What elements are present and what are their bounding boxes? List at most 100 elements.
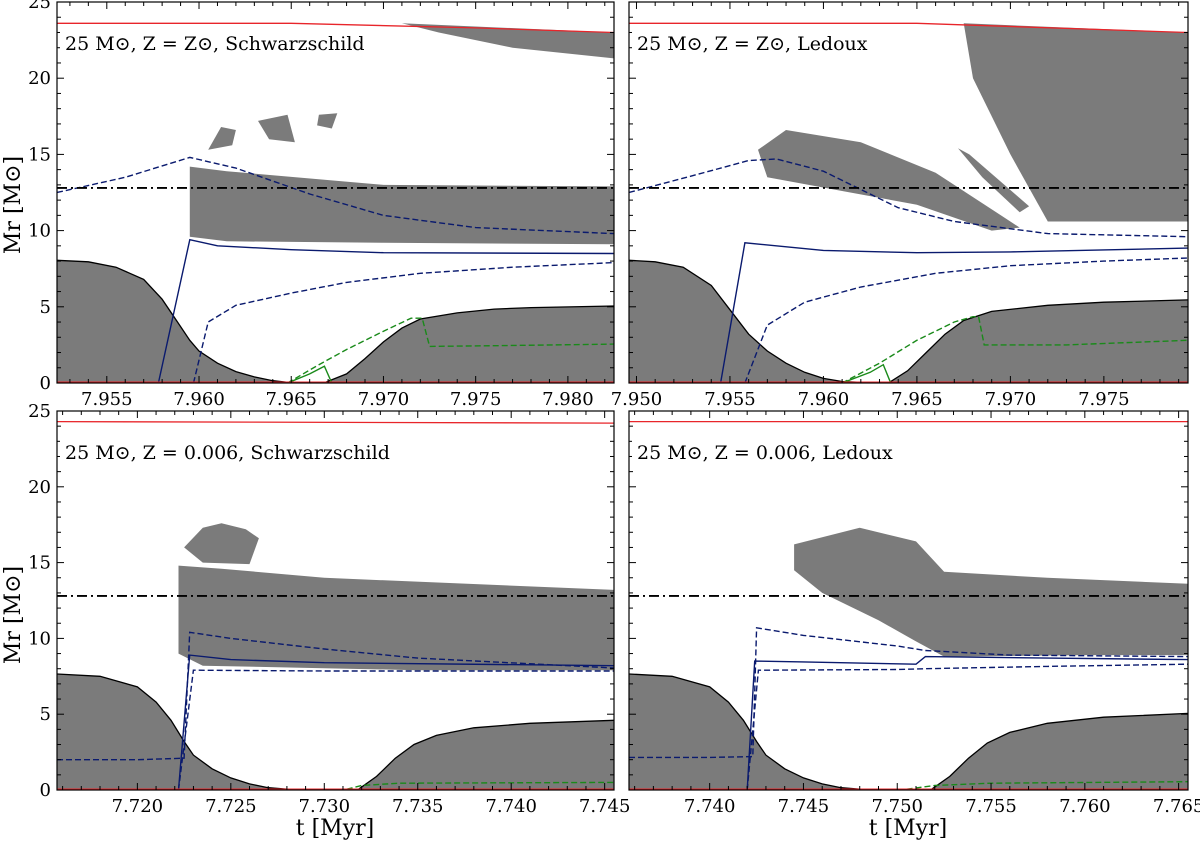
panel-label: 25 M⊙, Z = Z⊙, Ledoux xyxy=(637,33,868,55)
x-tick-label: 7.745 xyxy=(579,796,631,817)
series-line-2 xyxy=(57,156,614,235)
x-tick-label: 7.765 xyxy=(1153,796,1200,817)
panel-3: 0 5 10 15 20 25 7.720 7.725 7.730 7.735 7.740 7.745… xyxy=(28,401,630,817)
core-convective-zone xyxy=(57,260,292,383)
panel-label: 25 M⊙, Z = 0.006, Schwarzschild xyxy=(65,442,390,464)
x-axis-title-left: t [Myr] xyxy=(296,816,374,841)
convective-zone-4 xyxy=(258,114,295,143)
convective-zone-1 xyxy=(178,565,614,671)
x-tick-label: 7.980 xyxy=(542,389,594,410)
panel-1: 0 5 10 15 20 25 7.955 7.960 7.965 7.970 7.975 7.980… xyxy=(28,0,615,410)
y-tick-label: 10 xyxy=(28,628,51,649)
x-tick-label: 7.965 xyxy=(265,389,317,410)
convective-zone-3 xyxy=(208,127,236,150)
x-tick-label: 7.755 xyxy=(965,796,1017,817)
core-boundary-line xyxy=(629,259,871,383)
x-tick-label: 7.970 xyxy=(985,389,1037,410)
plot-area xyxy=(629,22,1188,383)
series-line-4 xyxy=(906,781,1188,790)
series-line-3 xyxy=(192,261,614,383)
convective-zone-2 xyxy=(963,23,1188,222)
plot-area xyxy=(57,420,614,790)
core-boundary-line xyxy=(57,259,292,383)
y-tick-label: 0 xyxy=(40,780,51,801)
y-tick-label: 10 xyxy=(28,221,51,242)
x-tick-label: 7.955 xyxy=(81,389,133,410)
convective-zone-3 xyxy=(958,148,1030,213)
x-tick-label: 7.960 xyxy=(173,389,225,410)
panel-label-background xyxy=(632,30,873,56)
shell-boundary-line xyxy=(324,305,614,383)
x-tick-label: 7.730 xyxy=(299,796,351,817)
y-tick-label: 5 xyxy=(40,704,51,725)
series-line-1 xyxy=(177,654,614,790)
panel-frame xyxy=(56,410,615,791)
x-tick-label: 7.970 xyxy=(358,389,410,410)
convective-zone-1 xyxy=(189,166,614,245)
convective-zone-2 xyxy=(184,523,259,565)
panel-label: 25 M⊙, Z = Z⊙, Schwarzschild xyxy=(65,33,365,55)
panel-4: 7.740 7.745 7.750 7.755 7.760 7.765 25 M⊙, Z =… xyxy=(628,410,1200,817)
y-tick-label: 20 xyxy=(28,68,51,89)
panel-label-background xyxy=(60,30,370,56)
convective-zone-2 xyxy=(401,23,614,59)
convective-zone-1 xyxy=(794,527,1188,657)
y-tick-label: 20 xyxy=(28,477,51,498)
core-convective-zone xyxy=(629,674,879,790)
panel-2: 7.950 7.955 7.960 7.965 7.970 7.975 25 M⊙, Z =… xyxy=(611,1,1189,410)
x-tick-label: 7.740 xyxy=(485,796,537,817)
shell-boundary-line xyxy=(930,712,1188,790)
x-tick-label: 7.760 xyxy=(1059,796,1111,817)
panel-frame xyxy=(56,1,615,384)
x-tick-label: 7.745 xyxy=(778,796,830,817)
y-tick-label: 15 xyxy=(28,144,51,165)
shell-boundary-line xyxy=(357,719,614,790)
series-line-3 xyxy=(744,257,1188,383)
x-tick-label: 7.975 xyxy=(1078,389,1130,410)
panel-frame xyxy=(628,1,1189,384)
series-line-4 xyxy=(841,316,1188,383)
series-line-2 xyxy=(57,631,614,761)
convective-zone-5 xyxy=(317,113,338,129)
shell-convective-zone xyxy=(931,713,1188,790)
shell-convective-zone xyxy=(324,306,614,383)
x-tick-label: 7.750 xyxy=(871,796,923,817)
series-line-1 xyxy=(746,655,1188,790)
x-tick-label: 7.725 xyxy=(205,796,257,817)
panel-label: 25 M⊙, Z = 0.006, Ledoux xyxy=(637,442,893,464)
x-tick-label: 7.955 xyxy=(704,389,756,410)
series-line-4 xyxy=(287,317,614,383)
y-tick-label: 5 xyxy=(40,297,51,318)
panel-label-background xyxy=(60,439,395,465)
core-convective-zone xyxy=(629,260,871,383)
series-line-1 xyxy=(719,242,1188,383)
y-tick-label: 25 xyxy=(28,401,51,422)
panel-frame xyxy=(628,410,1189,791)
surface-line xyxy=(57,22,614,34)
shell-boundary-line xyxy=(888,299,1188,383)
series-line-1 xyxy=(157,238,614,383)
x-tick-label: 7.950 xyxy=(611,389,663,410)
x-tick-label: 7.720 xyxy=(112,796,164,817)
x-tick-label: 7.960 xyxy=(798,389,850,410)
convective-zone-1 xyxy=(758,130,1020,231)
y-axis-title-top: Mr [M⊙] xyxy=(1,156,26,254)
y-tick-label: 25 xyxy=(28,0,51,13)
panel-label-background xyxy=(632,439,898,465)
x-tick-label: 7.965 xyxy=(891,389,943,410)
series-line-3 xyxy=(746,663,1188,790)
shell-convective-zone xyxy=(357,720,614,790)
y-tick-label: 0 xyxy=(40,373,51,394)
plot-area xyxy=(629,420,1188,790)
shell-convective-zone xyxy=(888,299,1188,383)
y-axis-title-bottom: Mr [M⊙] xyxy=(1,566,26,664)
series-line-2 xyxy=(629,158,1188,238)
y-tick-label: 15 xyxy=(28,553,51,574)
plot-area xyxy=(57,22,614,383)
series-line-5 xyxy=(841,363,892,383)
core-convective-zone xyxy=(57,674,306,790)
x-tick-label: 7.740 xyxy=(684,796,736,817)
x-tick-label: 7.735 xyxy=(392,796,444,817)
surface-line xyxy=(629,22,1188,34)
surface-line xyxy=(57,420,614,424)
